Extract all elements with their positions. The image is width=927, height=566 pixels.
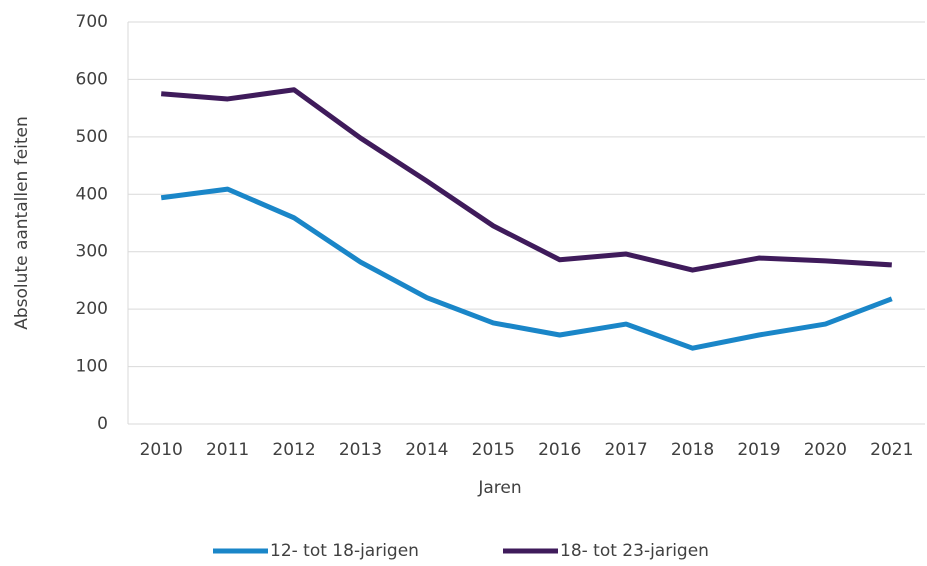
y-tick-label: 600: [76, 69, 108, 89]
x-tick-label: 2021: [870, 440, 913, 460]
y-tick-label: 0: [97, 414, 108, 434]
x-tick-label: 2020: [804, 440, 847, 460]
y-tick-label: 300: [76, 242, 108, 262]
x-tick-label: 2010: [140, 440, 183, 460]
x-tick-label: 2018: [671, 440, 714, 460]
y-tick-label: 200: [76, 299, 108, 319]
y-tick-label: 700: [76, 12, 108, 32]
x-axis-label: Jaren: [477, 478, 521, 498]
x-tick-label: 2017: [604, 440, 647, 460]
x-tick-label: 2014: [405, 440, 448, 460]
y-tick-label: 500: [76, 127, 108, 147]
y-axis-label: Absolute aantallen feiten: [12, 116, 32, 330]
y-tick-label: 400: [76, 184, 108, 204]
x-tick-label: 2015: [472, 440, 515, 460]
x-tick-label: 2019: [737, 440, 780, 460]
x-tick-label: 2011: [206, 440, 249, 460]
legend-label: 18- tot 23-jarigen: [560, 541, 709, 561]
x-tick-label: 2013: [339, 440, 382, 460]
legend-label: 12- tot 18-jarigen: [270, 541, 419, 561]
y-tick-label: 100: [76, 357, 108, 377]
series-line: [161, 87, 892, 273]
series-line: [160, 186, 893, 351]
x-tick-label: 2016: [538, 440, 581, 460]
x-tick-label: 2012: [272, 440, 315, 460]
